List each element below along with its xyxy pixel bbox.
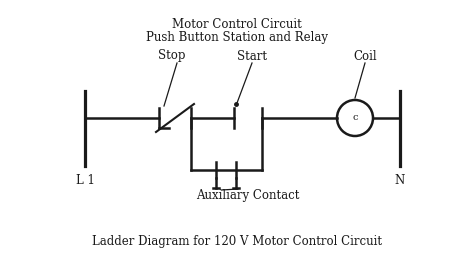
- Text: Auxiliary Contact: Auxiliary Contact: [196, 189, 300, 202]
- Text: Coil: Coil: [353, 49, 377, 63]
- Text: L 1: L 1: [75, 174, 94, 187]
- Text: Start: Start: [237, 49, 267, 63]
- Text: Push Button Station and Relay: Push Button Station and Relay: [146, 31, 328, 44]
- Text: Motor Control Circuit: Motor Control Circuit: [172, 18, 302, 31]
- Text: Stop: Stop: [158, 49, 186, 63]
- Text: Ladder Diagram for 120 V Motor Control Circuit: Ladder Diagram for 120 V Motor Control C…: [92, 235, 382, 248]
- Text: N: N: [395, 174, 405, 187]
- Text: c: c: [352, 114, 358, 123]
